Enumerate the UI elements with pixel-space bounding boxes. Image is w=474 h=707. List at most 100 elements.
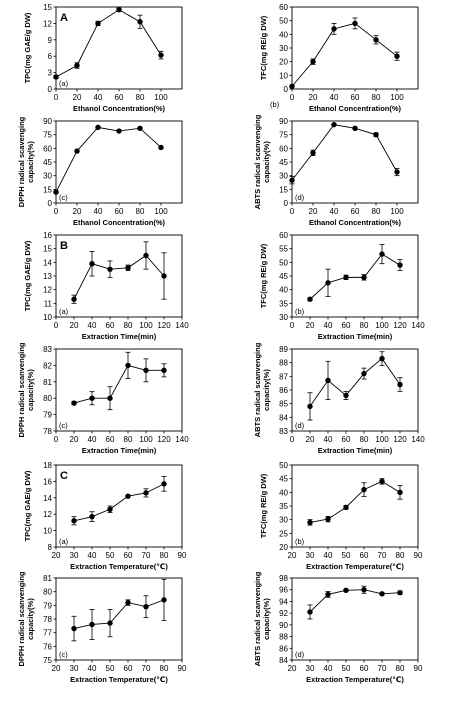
x-tick-label: 0 <box>54 435 59 444</box>
y-axis-label-line-1: ABTS radical scanvenging <box>253 571 262 666</box>
chart-panel-10: 20 30 40 50 60 70 80 90 20 25 30 35 40 45 50 Extraction… <box>259 461 423 571</box>
x-tick-label: 50 <box>106 664 115 673</box>
data-point <box>361 274 367 281</box>
y-axis-label-line-2: capacity(%) <box>262 598 271 640</box>
x-tick-label: 80 <box>160 664 169 673</box>
data-point <box>158 52 164 58</box>
y-tick-label: 35 <box>279 502 288 511</box>
x-axis-label: Extraction Temperature(℃) <box>306 562 404 571</box>
y-tick-label: 85 <box>279 400 288 409</box>
y-axis-label-line-1: DPPH radical scanvenging <box>17 342 26 437</box>
y-tick-label: 25 <box>279 529 288 538</box>
series-line <box>291 22 398 87</box>
data-point <box>361 486 367 493</box>
y-tick-label: 81 <box>43 378 52 387</box>
data-point <box>53 74 59 80</box>
x-tick-label: 100 <box>375 321 389 330</box>
data-point <box>307 296 313 302</box>
data-point <box>325 591 331 598</box>
data-point <box>373 37 379 43</box>
x-tick-label: 0 <box>54 207 59 216</box>
y-tick-label: 30 <box>279 313 288 322</box>
x-tick-label: 0 <box>54 93 59 102</box>
x-axis-label: Extraction Time(min) <box>318 332 393 341</box>
y-tick-label: 60 <box>279 231 288 240</box>
data-point <box>71 518 77 524</box>
x-axis-label: Ethanol Concentration(%) <box>309 104 402 113</box>
data-point <box>379 478 385 485</box>
y-axis-label-line-1: DPPH radical scavenging <box>17 116 26 207</box>
y-tick-label: 0 <box>284 199 289 208</box>
y-tick-label: 45 <box>43 158 52 167</box>
x-tick-label: 40 <box>330 207 339 216</box>
y-tick-label: 86 <box>279 644 288 653</box>
y-tick-label: 83 <box>279 427 288 436</box>
group-label: B <box>60 240 68 252</box>
x-tick-label: 80 <box>136 93 145 102</box>
data-point <box>161 367 167 374</box>
x-tick-label: 100 <box>139 321 153 330</box>
x-tick-label: 70 <box>378 664 387 673</box>
y-axis-label-line-1: DPPH radical scanvenging <box>17 571 26 666</box>
data-point <box>89 513 95 520</box>
x-tick-label: 100 <box>139 435 153 444</box>
x-tick-label: 40 <box>88 321 97 330</box>
x-tick-label: 80 <box>124 435 133 444</box>
x-tick-label: 60 <box>106 435 115 444</box>
data-point <box>331 26 337 32</box>
x-tick-label: 60 <box>342 435 351 444</box>
y-tick-label: 60 <box>43 144 52 153</box>
y-tick-label: 90 <box>279 117 288 126</box>
data-point <box>125 599 131 606</box>
panel-label: (c) <box>59 421 68 430</box>
y-tick-label: 50 <box>279 461 288 470</box>
y-tick-label: 6 <box>48 52 53 61</box>
x-tick-label: 20 <box>309 207 318 216</box>
x-tick-label: 40 <box>88 551 97 560</box>
y-tick-label: 0 <box>48 85 53 94</box>
data-point <box>107 506 113 512</box>
y-tick-label: 88 <box>279 633 288 642</box>
x-tick-label: 140 <box>175 435 189 444</box>
data-point <box>379 251 385 257</box>
x-tick-label: 20 <box>70 321 79 330</box>
y-axis-label: ABTS radical scanvenging capacity(%) <box>253 342 271 437</box>
chart-panel-6: 0 20 40 60 80 100 120 140 30 35 40 45 50 55 60 Extracti… <box>259 231 425 341</box>
x-tick-label: 40 <box>330 93 339 102</box>
data-point <box>74 62 80 69</box>
y-axis-label: DPPH radical scanvenging capacity(%) <box>17 571 35 666</box>
data-point <box>71 296 77 302</box>
x-tick-label: 70 <box>142 664 151 673</box>
data-point <box>310 58 316 65</box>
y-tick-label: 12 <box>43 19 52 28</box>
data-point <box>107 266 113 272</box>
y-tick-label: 88 <box>279 359 288 368</box>
y-axis-label-line-2: capacity(%) <box>26 598 35 640</box>
data-point <box>95 124 101 131</box>
data-point <box>137 125 143 131</box>
plot-frame <box>55 348 183 432</box>
y-tick-label: 12 <box>43 510 52 519</box>
y-tick-label: 76 <box>43 642 52 651</box>
plot-frame <box>55 464 183 548</box>
y-tick-label: 75 <box>279 131 288 140</box>
series-line <box>309 589 401 613</box>
x-tick-label: 80 <box>372 93 381 102</box>
data-point <box>379 591 385 597</box>
y-tick-label: 96 <box>279 586 288 595</box>
data-point <box>325 516 331 522</box>
data-point <box>89 395 95 401</box>
data-point <box>307 519 313 526</box>
data-point <box>307 609 313 615</box>
y-tick-label: 83 <box>43 345 52 354</box>
x-tick-label: 80 <box>372 207 381 216</box>
x-tick-label: 40 <box>324 321 333 330</box>
plot-frame <box>291 120 419 204</box>
x-tick-label: 30 <box>306 664 315 673</box>
panel-label: (d) <box>295 650 305 659</box>
y-tick-label: 84 <box>279 656 288 665</box>
x-tick-label: 0 <box>290 207 295 216</box>
y-tick-label: 81 <box>43 574 52 583</box>
x-tick-label: 80 <box>396 551 405 560</box>
data-point <box>158 144 164 151</box>
